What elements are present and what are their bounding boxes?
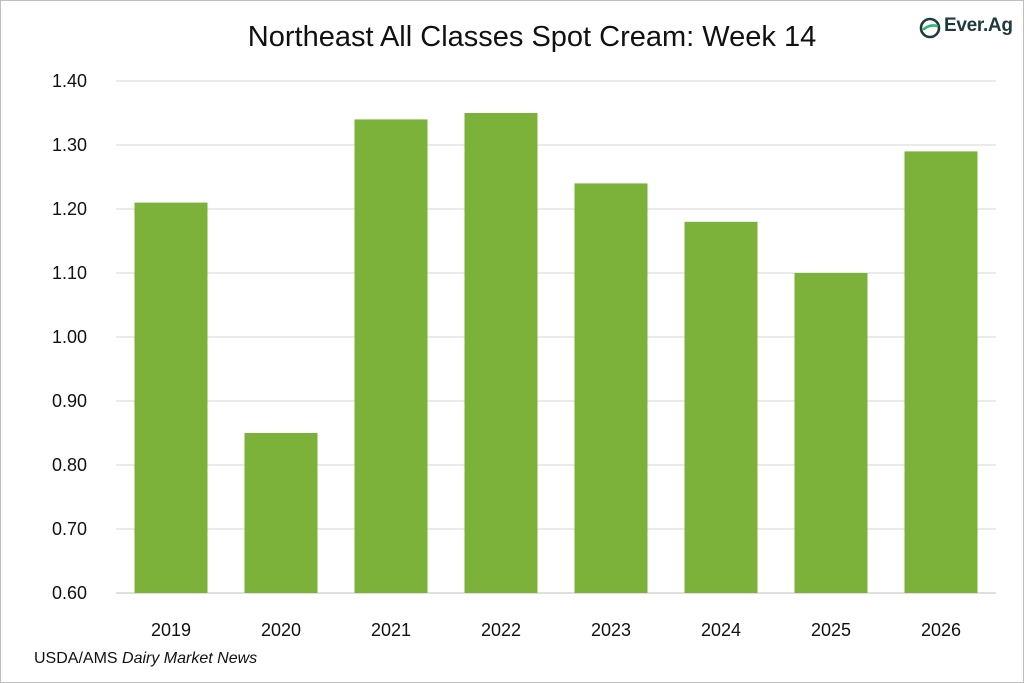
x-tick-label: 2022 xyxy=(481,620,521,640)
bar-2021 xyxy=(354,119,428,594)
bar-2022 xyxy=(464,113,538,593)
source-note: USDA/AMS Dairy Market News xyxy=(34,650,257,668)
y-tick-label: 1.40 xyxy=(52,71,87,91)
x-tick-label: 2024 xyxy=(701,620,741,640)
y-tick-label: 0.70 xyxy=(52,519,87,539)
bar-2023 xyxy=(574,183,648,593)
x-tick-label: 2026 xyxy=(921,620,961,640)
x-tick-label: 2020 xyxy=(261,620,301,640)
x-tick-label: 2023 xyxy=(591,620,631,640)
y-tick-label: 1.00 xyxy=(52,327,87,347)
bar-2020 xyxy=(244,433,318,593)
y-tick-label: 1.20 xyxy=(52,199,87,219)
chart-title: Northeast All Classes Spot Cream: Week 1… xyxy=(247,21,817,53)
y-tick-label: 0.60 xyxy=(52,583,87,603)
logo-text: Ever.Ag xyxy=(944,15,1013,36)
y-tick-label: 1.30 xyxy=(52,135,87,155)
ever-ag-logo-icon xyxy=(919,17,941,39)
source-prefix: USDA/AMS xyxy=(34,650,123,667)
x-tick-label: 2025 xyxy=(811,620,851,640)
x-tick-label: 2019 xyxy=(151,620,191,640)
x-tick-label: 2021 xyxy=(371,620,411,640)
bar-2025 xyxy=(794,273,868,593)
y-tick-label: 0.90 xyxy=(52,391,87,411)
y-tick-label: 1.10 xyxy=(52,263,87,283)
source-publication: Dairy Market News xyxy=(122,650,258,667)
ever-ag-logo: Ever.Ag xyxy=(917,12,1017,42)
bar-2024 xyxy=(684,221,758,594)
bar-2026 xyxy=(904,151,978,593)
y-tick-label: 0.80 xyxy=(52,455,87,475)
bar-2019 xyxy=(134,202,208,593)
